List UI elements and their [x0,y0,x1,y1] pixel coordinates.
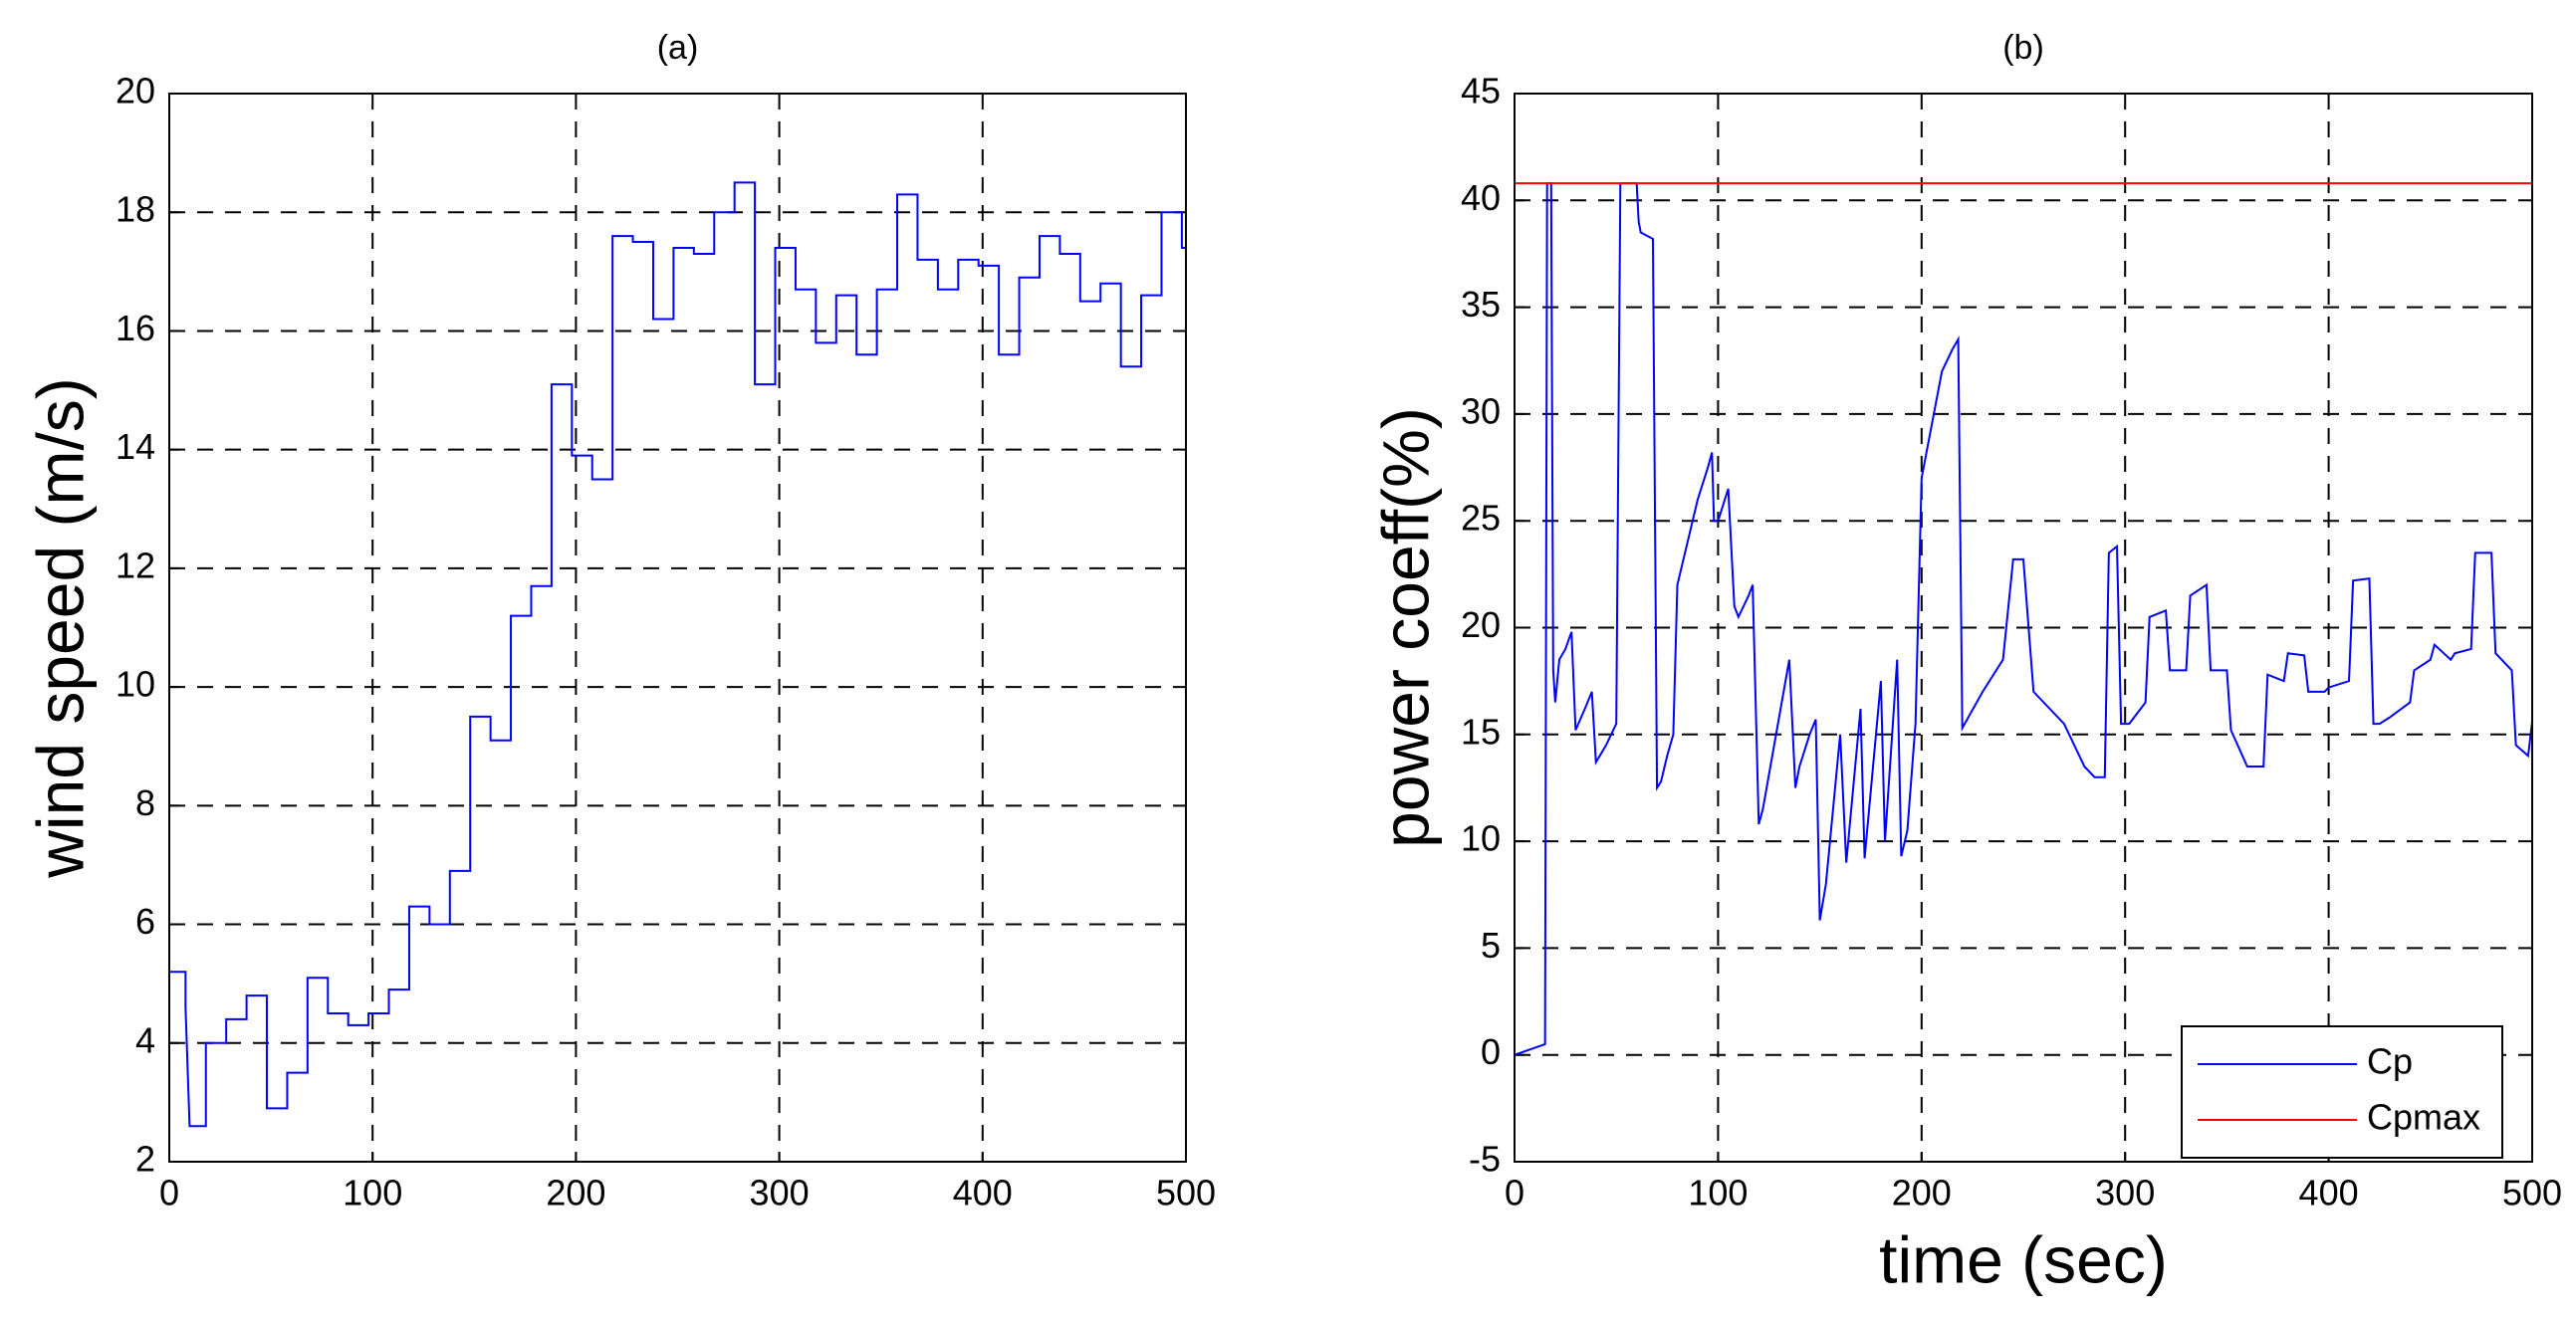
legend-label: Cp [2367,1041,2413,1082]
plot-area [169,94,1186,1162]
y-tick-label: 20 [116,71,155,111]
y-tick-label: 4 [135,1019,155,1060]
y-axis-label: power coeff(%) [1368,407,1442,848]
y-tick-label: 12 [116,545,155,585]
x-tick-label: 500 [1156,1173,1216,1213]
x-tick-label: 100 [1688,1173,1748,1213]
chart-title: (a) [657,29,699,67]
y-tick-label: 20 [1461,604,1501,645]
y-tick-label: 10 [1461,818,1501,859]
x-tick-label: 400 [953,1173,1013,1213]
y-tick-label: 30 [1461,390,1501,431]
y-tick-label: 25 [1461,498,1501,539]
y-tick-label: 16 [116,308,155,348]
x-tick-label: 0 [159,1173,179,1213]
chart-title: (b) [2002,29,2044,67]
y-tick-label: 35 [1461,284,1501,325]
data-line [1514,182,2533,1056]
y-tick-label: 15 [1461,711,1501,752]
axes-frame [168,93,1187,1163]
y-tick-label: -5 [1469,1139,1501,1180]
y-tick-label: 40 [1461,177,1501,218]
axes-frame [1514,93,2533,1163]
y-tick-label: 5 [1481,925,1501,966]
legend-label: Cpmax [2367,1097,2480,1138]
x-tick-label: 200 [546,1173,605,1213]
x-tick-label: 500 [2502,1173,2562,1213]
y-tick-label: 10 [116,664,155,705]
y-tick-label: 18 [116,189,155,230]
x-tick-label: 300 [2095,1173,2155,1213]
y-tick-label: 2 [135,1139,155,1180]
x-tick-label: 0 [1505,1173,1524,1213]
y-tick-label: 45 [1461,71,1501,111]
data-line [169,181,1186,1128]
x-tick-label: 200 [1892,1173,1952,1213]
legend-box [2181,1025,2503,1159]
y-tick-label: 6 [135,901,155,942]
x-axis-label: time (sec) [1879,1222,2168,1296]
x-tick-label: 100 [343,1173,402,1213]
x-tick-label: 400 [2299,1173,2359,1213]
y-tick-label: 8 [135,782,155,823]
y-axis-label: wind speed (m/s) [23,377,97,879]
y-tick-label: 14 [116,426,155,467]
y-tick-label: 0 [1481,1031,1501,1072]
x-tick-label: 300 [750,1173,810,1213]
